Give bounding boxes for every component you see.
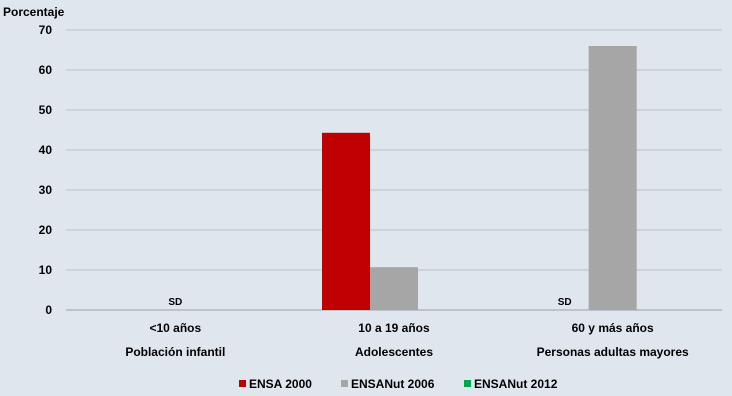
category-labels: <10 años Población infantil 10 a 19 años Ad… bbox=[125, 321, 689, 359]
legend-swatch bbox=[341, 380, 348, 387]
x-category-sublabel: Adolescentes bbox=[355, 345, 433, 359]
bar bbox=[370, 267, 418, 310]
y-tick-label: 50 bbox=[39, 103, 53, 117]
legend-swatch bbox=[239, 380, 246, 387]
annotation-label: SD bbox=[558, 297, 572, 308]
legend-label: ENSANut 2006 bbox=[351, 377, 435, 391]
legend-label: ENSA 2000 bbox=[249, 377, 312, 391]
y-tick-label: 70 bbox=[39, 23, 53, 37]
gridlines bbox=[66, 29, 722, 311]
y-tick-label: 60 bbox=[39, 63, 53, 77]
bars bbox=[322, 46, 637, 310]
annotations: SD SD bbox=[168, 297, 571, 308]
annotation-label: SD bbox=[168, 297, 182, 308]
y-axis-ticks: 0 10 20 30 40 50 60 70 bbox=[39, 23, 53, 317]
bar bbox=[322, 132, 370, 310]
legend-swatch bbox=[464, 380, 471, 387]
legend: ENSA 2000 ENSANut 2006 ENSANut 2012 bbox=[239, 377, 558, 391]
x-category-sublabel: Personas adultas mayores bbox=[537, 345, 689, 359]
x-category-label: 60 y más años bbox=[572, 321, 654, 335]
y-tick-label: 0 bbox=[45, 303, 52, 317]
y-tick-label: 10 bbox=[39, 263, 53, 277]
bar bbox=[588, 46, 637, 310]
legend-label: ENSANut 2012 bbox=[474, 377, 558, 391]
y-tick-label: 20 bbox=[39, 223, 53, 237]
x-category-label: <10 años bbox=[149, 321, 201, 335]
x-category-label: 10 a 19 años bbox=[358, 321, 430, 335]
y-tick-label: 40 bbox=[39, 143, 53, 157]
x-category-sublabel: Población infantil bbox=[125, 345, 225, 359]
y-axis-title: Porcentaje bbox=[3, 5, 65, 19]
y-tick-label: 30 bbox=[39, 183, 53, 197]
